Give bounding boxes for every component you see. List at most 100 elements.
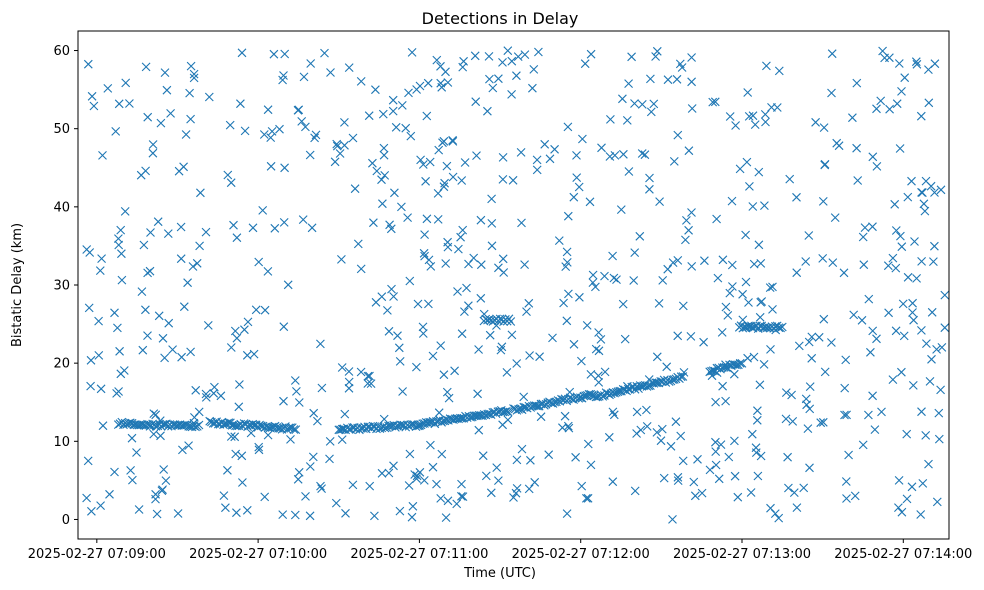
data-point: [158, 333, 168, 343]
data-point: [594, 371, 603, 381]
data-point: [416, 155, 425, 165]
data-point: [291, 425, 301, 434]
data-point: [502, 368, 512, 377]
data-point: [105, 489, 114, 499]
data-point: [834, 141, 844, 151]
data-point: [137, 287, 147, 296]
data-point: [924, 65, 933, 74]
data-point: [410, 470, 420, 479]
data-point: [254, 445, 264, 455]
data-point: [421, 176, 430, 186]
data-point: [441, 513, 451, 522]
data-point: [344, 63, 354, 72]
data-point: [394, 343, 404, 353]
y-tick-label: 40: [53, 200, 70, 215]
data-point: [86, 381, 95, 391]
data-point: [788, 417, 798, 426]
data-point: [372, 166, 382, 176]
data-point: [930, 241, 939, 251]
data-point: [388, 106, 398, 116]
data-point: [705, 465, 715, 475]
x-tick-label: 2025-02-27 07:12:00: [512, 547, 650, 562]
data-point: [583, 439, 593, 449]
data-point: [380, 171, 390, 180]
data-point: [95, 266, 105, 275]
data-point: [532, 165, 542, 175]
data-point: [174, 166, 184, 176]
data-point: [814, 332, 824, 342]
data-point: [586, 370, 596, 379]
data-point: [365, 371, 374, 381]
data-point: [115, 346, 124, 356]
data-point: [877, 407, 886, 417]
data-point: [412, 362, 421, 372]
data-point: [818, 254, 828, 263]
data-point: [263, 430, 273, 440]
data-point: [89, 101, 99, 111]
data-point: [384, 326, 394, 336]
data-point: [562, 247, 572, 257]
data-point: [520, 260, 529, 269]
data-point: [443, 496, 453, 506]
data-point: [356, 367, 366, 377]
data-point: [413, 299, 423, 309]
data-point: [733, 492, 743, 502]
data-point: [279, 396, 288, 406]
data-point: [636, 425, 646, 435]
data-point: [672, 74, 682, 84]
data-point: [368, 158, 377, 168]
data-point: [146, 228, 155, 237]
data-point: [853, 176, 863, 185]
data-point: [711, 460, 721, 470]
data-point: [96, 501, 105, 510]
data-point: [792, 503, 802, 512]
data-point: [507, 330, 517, 340]
x-tick-label: 2025-02-27 07:11:00: [350, 547, 488, 562]
data-point: [478, 451, 488, 461]
data-point: [483, 106, 492, 116]
data-point: [842, 494, 851, 503]
data-point: [82, 493, 91, 503]
data-point: [192, 258, 202, 268]
data-point: [508, 175, 518, 185]
data-point: [387, 284, 396, 294]
data-point: [483, 315, 492, 325]
data-point: [471, 97, 481, 107]
data-point: [550, 144, 559, 154]
data-point: [540, 139, 550, 149]
data-point: [506, 317, 516, 326]
data-point: [143, 268, 152, 278]
data-point: [186, 61, 196, 71]
data-point: [240, 126, 250, 136]
data-point: [697, 488, 707, 498]
data-point: [792, 268, 802, 278]
data-point: [301, 492, 310, 501]
data-point: [898, 299, 908, 309]
data-point: [663, 75, 673, 85]
data-point: [348, 133, 358, 143]
data-point: [149, 429, 159, 439]
data-point: [483, 409, 493, 419]
data-point: [320, 48, 329, 58]
data-point: [708, 97, 718, 107]
data-point: [474, 425, 484, 435]
data-point: [434, 145, 444, 155]
data-point: [805, 463, 814, 473]
data-point: [415, 467, 425, 477]
data-point: [425, 157, 435, 167]
data-point: [911, 57, 921, 67]
data-point: [369, 218, 378, 228]
data-point: [178, 445, 187, 455]
data-point: [424, 255, 434, 265]
data-point: [128, 475, 137, 485]
data-point: [173, 509, 183, 518]
data-point: [230, 326, 240, 336]
data-point: [331, 498, 341, 508]
data-point: [927, 354, 936, 364]
data-point: [153, 217, 163, 227]
data-point: [311, 130, 321, 140]
data-point: [243, 317, 253, 327]
data-point: [586, 460, 596, 470]
data-point: [860, 223, 870, 232]
data-point: [868, 391, 877, 401]
